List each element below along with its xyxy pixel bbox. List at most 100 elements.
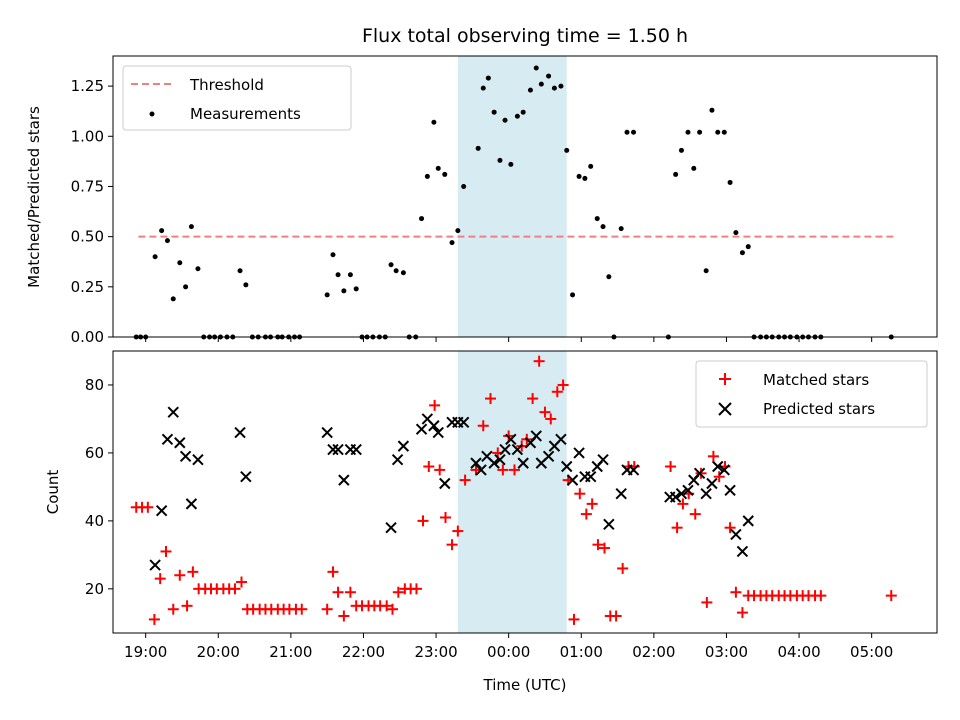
panel-count-frame [112, 350, 938, 634]
panel-ratio-frame [112, 55, 938, 338]
matched-star-point [689, 508, 701, 520]
measurement-point [188, 224, 194, 230]
matched-star-point [557, 379, 569, 391]
predicted-star-point [730, 528, 742, 541]
measurement-point [727, 179, 733, 185]
predicted-star-point [706, 477, 718, 490]
y-tick-label: 80 [85, 376, 104, 394]
measurement-point [576, 173, 582, 179]
predicted-star-point [584, 471, 597, 483]
measurement-point [388, 262, 394, 268]
legend-measurements-label: Measurements [190, 105, 301, 123]
x-tick-label: 01:00 [560, 643, 603, 661]
measurement-point [237, 268, 243, 274]
matched-star-point [617, 562, 629, 574]
measurements-points [133, 65, 894, 340]
matched-star-point [545, 413, 557, 425]
matched-star-point [174, 569, 186, 581]
predicted-star-point [428, 420, 440, 432]
measurement-point [678, 147, 684, 153]
predicted-star-point [499, 443, 511, 456]
predicted-star-point [327, 443, 339, 456]
predicted-star-point [439, 477, 451, 490]
measurement-point [508, 161, 514, 167]
y-tick-label: 0.50 [71, 228, 104, 246]
predicted-star-point [397, 440, 410, 452]
measurement-point [491, 109, 497, 115]
legend-measurements-swatch [149, 111, 155, 117]
measurement-point [703, 268, 709, 274]
x-tick-label: 03:00 [705, 643, 748, 661]
matched-star-point [665, 461, 677, 473]
matched-star-point [142, 501, 154, 513]
matched-star-point [724, 522, 736, 534]
matched-star-point [598, 542, 610, 554]
matched-star-point [459, 474, 471, 486]
y-tick-label: 20 [85, 580, 104, 598]
measurement-point [624, 129, 630, 135]
measurement-point [435, 165, 441, 171]
predicted-star-point [742, 515, 754, 527]
measurement-point [745, 244, 751, 250]
predicted-star-point [155, 504, 168, 517]
measurement-point [177, 260, 183, 266]
legend-predicted-label: Predicted stars [763, 400, 875, 418]
chart-title: Flux total observing time = 1.50 h [362, 25, 688, 47]
predicted-star-point [185, 498, 198, 510]
measurement-point [709, 107, 715, 113]
y-tick-label: 1.00 [71, 127, 104, 145]
y-tick-label: 1.25 [71, 77, 104, 95]
predicted-star-point [693, 467, 706, 480]
predicted-star-point [615, 487, 627, 500]
panel-count-y-ticks: 20 40 60 80 [85, 376, 113, 598]
panel-count-ylabel: Count [44, 470, 62, 515]
matched-star-point [187, 566, 199, 578]
measurement-point [485, 75, 491, 81]
x-axis-label: Time (UTC) [483, 676, 567, 694]
matched-star-point [477, 420, 489, 432]
measurement-point [497, 157, 503, 163]
measurement-point [502, 117, 508, 123]
panel-count: 19:00 20:00 21:00 22:00 23:00 00:00 01:00 02:00… [44, 350, 938, 694]
x-tick-label: 23:00 [414, 643, 457, 661]
matched-star-point [736, 607, 748, 619]
measurement-point [335, 272, 341, 278]
measurement-point [400, 270, 406, 276]
measurement-point [582, 175, 588, 181]
measurement-point [152, 254, 158, 260]
matched-star-point [381, 600, 393, 612]
measurement-point [164, 238, 170, 244]
matched-star-point [592, 539, 604, 551]
predicted-star-point [573, 447, 585, 459]
measurement-point [600, 224, 606, 230]
legend-bottom-box [695, 360, 928, 428]
y-tick-label: 40 [85, 512, 104, 530]
measurement-point [618, 226, 624, 232]
x-tick-label: 21:00 [269, 643, 312, 661]
matched-star-point [527, 393, 539, 405]
matched-star-point [392, 586, 404, 598]
x-tick-label: 02:00 [632, 643, 675, 661]
measurement-point [480, 85, 486, 91]
matched-star-point [580, 508, 592, 520]
measurement-point [324, 292, 330, 298]
measurement-point [330, 252, 336, 258]
predicted-star-point [542, 450, 555, 463]
measurement-point [353, 286, 359, 292]
measurement-point [449, 240, 455, 246]
matched-star-point [148, 613, 160, 625]
predicted-star-point [415, 423, 428, 435]
predicted-star-point [240, 471, 252, 483]
predicted-star-point [391, 454, 404, 466]
predicted-star-point [505, 433, 517, 446]
matched-star-point [497, 464, 509, 476]
measurement-point [442, 171, 448, 177]
predicted-star-point [555, 433, 567, 446]
matched-star-point [160, 545, 172, 557]
measurement-point [673, 171, 679, 177]
measurement-point [183, 284, 189, 290]
measurement-point [697, 129, 703, 135]
predicted-star-point [511, 443, 524, 456]
panel-ratio-highlight [457, 56, 567, 337]
